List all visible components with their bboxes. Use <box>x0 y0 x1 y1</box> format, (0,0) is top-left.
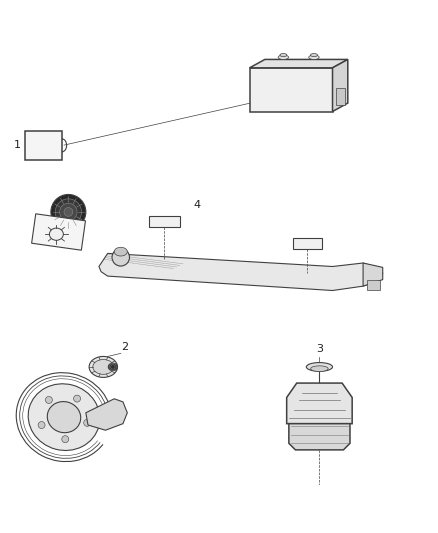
Polygon shape <box>149 216 180 227</box>
Ellipse shape <box>114 247 127 256</box>
Circle shape <box>55 199 81 225</box>
Text: 2: 2 <box>122 342 129 352</box>
Circle shape <box>84 419 91 426</box>
Ellipse shape <box>112 248 130 266</box>
Ellipse shape <box>47 401 81 433</box>
Polygon shape <box>86 399 127 430</box>
Polygon shape <box>250 60 348 68</box>
Circle shape <box>46 397 53 403</box>
Ellipse shape <box>311 366 328 372</box>
Polygon shape <box>32 214 85 250</box>
Text: 1: 1 <box>13 140 20 150</box>
Ellipse shape <box>89 357 117 377</box>
Ellipse shape <box>28 384 100 450</box>
Ellipse shape <box>278 55 289 60</box>
FancyBboxPatch shape <box>336 88 345 105</box>
Polygon shape <box>25 131 62 159</box>
Circle shape <box>38 422 45 429</box>
Ellipse shape <box>311 53 318 56</box>
Text: 4: 4 <box>194 200 201 211</box>
Polygon shape <box>250 68 332 111</box>
Ellipse shape <box>306 362 332 372</box>
Polygon shape <box>289 424 350 450</box>
FancyBboxPatch shape <box>367 280 380 289</box>
Polygon shape <box>363 263 383 286</box>
Ellipse shape <box>280 53 287 56</box>
Circle shape <box>51 195 86 229</box>
Polygon shape <box>293 238 321 249</box>
Ellipse shape <box>108 363 118 371</box>
Polygon shape <box>332 60 348 111</box>
Ellipse shape <box>309 55 319 60</box>
Circle shape <box>62 435 69 443</box>
Circle shape <box>64 207 73 216</box>
Polygon shape <box>99 253 383 290</box>
Circle shape <box>60 203 77 221</box>
Text: 3: 3 <box>316 344 323 354</box>
Ellipse shape <box>49 228 64 240</box>
Circle shape <box>74 395 81 402</box>
Ellipse shape <box>93 359 114 374</box>
Polygon shape <box>287 383 352 424</box>
